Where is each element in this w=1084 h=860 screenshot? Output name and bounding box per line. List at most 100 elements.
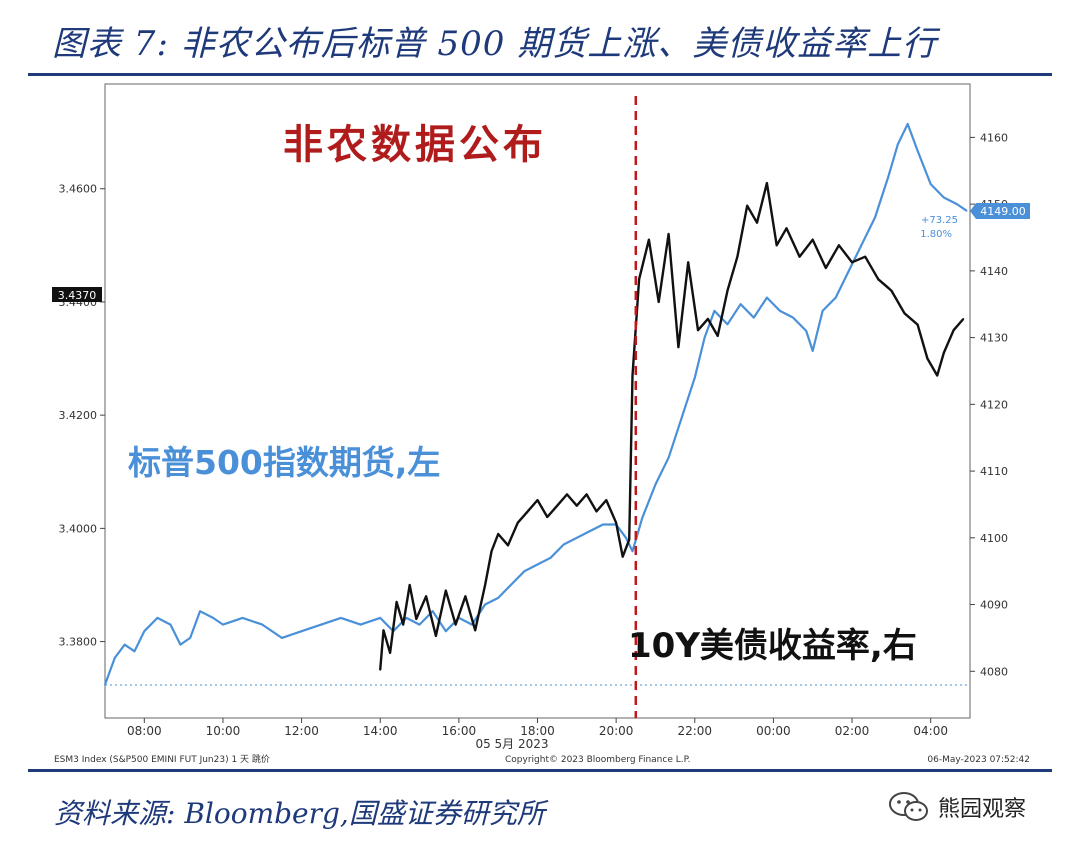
series-point xyxy=(877,278,880,281)
series-point xyxy=(848,270,850,272)
series-point xyxy=(536,563,539,566)
right-current-badge: 4149.00 xyxy=(970,203,1030,219)
series-label-10y: 10Y美债收益率,右 xyxy=(628,626,917,666)
series-point xyxy=(474,629,477,632)
series-point xyxy=(379,617,382,619)
series-point xyxy=(566,493,568,496)
series-point xyxy=(746,204,748,207)
series-point xyxy=(766,296,768,299)
series-point xyxy=(379,669,382,671)
right-tick-label: 4110 xyxy=(980,465,1008,478)
x-tick-label: 14:00 xyxy=(363,724,398,738)
series-point xyxy=(874,216,876,219)
series-point xyxy=(464,595,467,598)
series-point xyxy=(916,323,919,326)
series-point xyxy=(510,583,513,586)
series-point xyxy=(556,504,558,507)
x-tick-label: 00:00 xyxy=(756,724,791,738)
series-point xyxy=(340,617,342,619)
right-tick-label: 4090 xyxy=(980,599,1008,612)
series-point xyxy=(454,623,457,626)
series-point xyxy=(707,318,709,320)
series-point xyxy=(631,550,634,552)
series-point xyxy=(739,303,742,306)
x-tick-label: 18:00 xyxy=(520,724,555,738)
series-point xyxy=(861,243,863,245)
title-rule xyxy=(28,73,1052,76)
series-point xyxy=(657,301,660,303)
right-tick-label: 4100 xyxy=(980,532,1008,545)
series-point xyxy=(811,350,814,352)
series-point xyxy=(775,244,778,247)
series-point xyxy=(890,289,893,292)
series-point xyxy=(562,543,565,546)
series-point xyxy=(654,483,657,486)
change-label-points: +73.25 xyxy=(921,215,958,226)
series-point xyxy=(726,289,729,292)
series-point xyxy=(497,533,500,535)
series-point xyxy=(779,310,781,312)
series-point xyxy=(222,623,224,626)
series-point xyxy=(179,643,182,646)
series-point xyxy=(189,637,191,639)
series-point xyxy=(834,296,837,299)
series-point xyxy=(484,603,486,606)
series-point xyxy=(785,227,788,230)
series-point xyxy=(241,617,244,619)
series-point xyxy=(887,176,889,179)
left-tick-label: 3.4600 xyxy=(59,183,98,196)
series-point xyxy=(615,521,617,524)
series-point xyxy=(389,652,391,654)
series-point xyxy=(445,589,447,592)
series-point xyxy=(585,493,588,496)
series-point xyxy=(929,183,932,185)
series-point xyxy=(716,335,719,337)
footer-left: ESM3 Index (S&P500 EMINI FUT Jun23) 1 天 … xyxy=(54,753,270,765)
series-point xyxy=(507,544,509,547)
series-point xyxy=(199,610,201,612)
series-point xyxy=(687,261,689,264)
series-point xyxy=(825,267,827,269)
series-point xyxy=(143,630,146,632)
left-tick-label: 3.4200 xyxy=(59,409,98,422)
source-note: 资料来源: Bloomberg,国盛证券研究所 xyxy=(54,797,545,830)
watermark: 熊园观察 xyxy=(888,790,1026,824)
series-point xyxy=(906,123,909,125)
series-point xyxy=(952,329,955,332)
series-point xyxy=(631,374,634,377)
x-date-label: 05 5月 2023 xyxy=(475,737,548,751)
series-point xyxy=(694,376,696,379)
series-point xyxy=(114,657,116,659)
series-point xyxy=(628,538,630,541)
footer-rule xyxy=(28,769,1052,772)
series-point xyxy=(484,584,486,586)
series-line-sp500 xyxy=(103,122,968,685)
series-point xyxy=(713,310,716,312)
x-axis: 08:00 10:00 12:00 14:00 16:00 18:00 20:00 22:00… xyxy=(127,718,948,738)
series-point xyxy=(576,537,578,539)
right-tick-label: 4140 xyxy=(980,265,1008,278)
series-point xyxy=(965,210,968,212)
series-point xyxy=(864,255,866,258)
right-tick-label: 4130 xyxy=(980,332,1008,345)
right-tick-label: 4080 xyxy=(980,665,1008,678)
left-current-label: 3.4370 xyxy=(58,289,97,302)
series-point xyxy=(123,643,126,646)
series-point xyxy=(536,499,539,501)
series-point xyxy=(753,316,755,319)
series-point xyxy=(359,623,362,626)
series-point xyxy=(903,312,906,315)
series-point xyxy=(156,617,159,619)
series-point xyxy=(402,623,405,626)
series-point xyxy=(703,336,706,339)
series-point xyxy=(766,182,768,184)
figure-title: 图表 7: 非农公布后标普 500 期货上涨、美债收益率上行 xyxy=(52,24,938,64)
series-point xyxy=(641,517,644,519)
series-point xyxy=(916,149,919,152)
series-point xyxy=(648,238,650,241)
series-point xyxy=(805,330,807,332)
series-point xyxy=(943,196,945,199)
series-point xyxy=(638,278,640,281)
series-point xyxy=(212,617,214,619)
